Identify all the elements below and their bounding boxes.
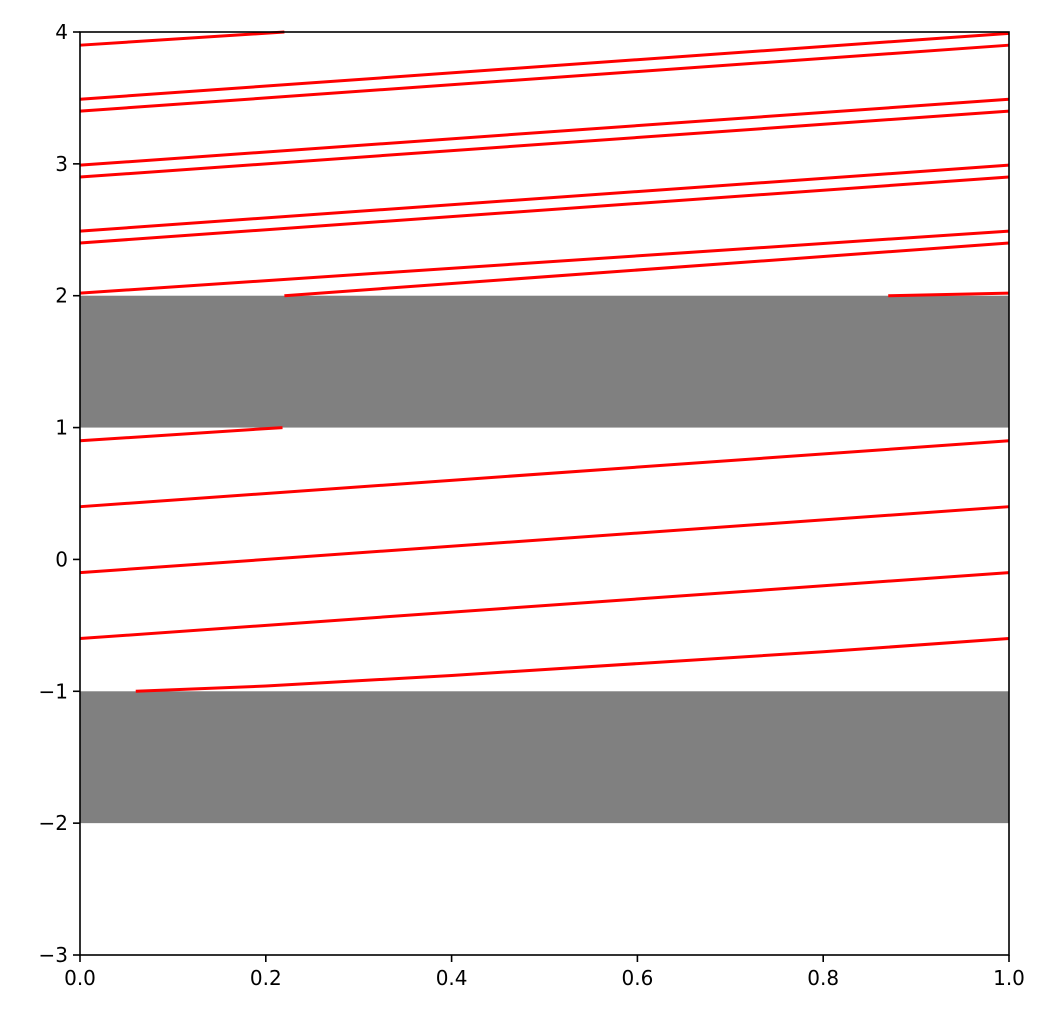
series-line-1 xyxy=(135,637,1010,693)
y-tick-label: −3 xyxy=(39,943,68,967)
series-line-11 xyxy=(79,109,1010,179)
series-line-6 xyxy=(888,291,1010,298)
x-tick-label: 0.4 xyxy=(436,966,468,990)
x-axis: 0.0 0.2 0.4 0.6 0.8 1.0 xyxy=(64,955,1025,990)
plot-frame xyxy=(79,31,1010,956)
series-line-7 xyxy=(79,229,1010,295)
series-line-3 xyxy=(79,505,1010,575)
shaded-band-1 xyxy=(80,295,1009,428)
shaded-band-2 xyxy=(80,691,1009,824)
series-lines xyxy=(79,30,1010,693)
y-tick-label: 1 xyxy=(55,416,68,440)
series-line-5 xyxy=(79,426,283,443)
y-tick-label: −1 xyxy=(39,679,68,703)
series-line-15 xyxy=(79,30,285,47)
series-line-4 xyxy=(79,439,1010,509)
y-tick-label: 3 xyxy=(55,152,68,176)
y-tick-label: 4 xyxy=(55,20,68,44)
y-tick-label: 2 xyxy=(55,284,68,308)
y-axis: −3 −2 −1 0 1 2 3 4 xyxy=(39,20,80,967)
x-tick-label: 0.6 xyxy=(621,966,653,990)
y-tick-label: −2 xyxy=(39,811,68,835)
x-tick-label: 1.0 xyxy=(993,966,1025,990)
y-tick-label: 0 xyxy=(55,547,68,571)
series-line-10 xyxy=(79,163,1010,233)
x-tick-label: 0.0 xyxy=(64,966,96,990)
series-line-2 xyxy=(79,571,1010,641)
series-line-13 xyxy=(79,43,1010,113)
shaded-bands xyxy=(80,295,1009,824)
x-tick-label: 0.8 xyxy=(807,966,839,990)
series-line-12 xyxy=(79,97,1010,167)
series-line-8 xyxy=(284,241,1010,298)
x-tick-label: 0.2 xyxy=(250,966,282,990)
series-line-9 xyxy=(79,175,1010,245)
series-line-14 xyxy=(79,31,1010,101)
